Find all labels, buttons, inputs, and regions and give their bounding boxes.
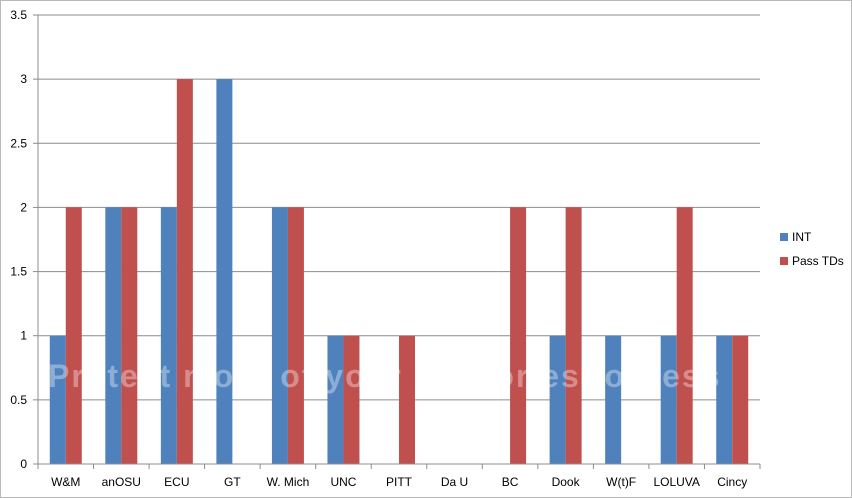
y-tick-label: 1 [20, 329, 27, 343]
x-tick-label: BC [502, 475, 519, 489]
y-tick-label: 2 [20, 200, 27, 214]
x-tick-label: W. Mich [267, 475, 310, 489]
bar-pass-tds [676, 207, 693, 464]
y-tick-label: 0.5 [10, 393, 27, 407]
x-tick-label: Cincy [717, 475, 747, 489]
legend-label: Pass TDs [792, 254, 844, 268]
bar-int [660, 335, 677, 464]
gridlines [33, 14, 760, 465]
bar-pass-tds [510, 207, 527, 464]
bar-int [327, 335, 344, 464]
x-tick-label: LOLUVA [653, 475, 699, 489]
y-tick-label: 3.5 [10, 8, 27, 22]
y-tick-label: 0 [20, 457, 27, 471]
legend-label: INT [792, 230, 812, 244]
x-tick-label: W(t)F [606, 475, 636, 489]
y-axis-labels: 0 0.5 1 1.5 2 2.5 3 3.5 [10, 8, 27, 471]
bar-int [216, 79, 233, 465]
bar-pass-tds [176, 79, 193, 465]
bar-int [716, 335, 733, 464]
x-tick-label: Da U [441, 475, 468, 489]
x-tick-label: UNC [330, 475, 356, 489]
x-tick-label: ECU [164, 475, 189, 489]
x-tick-label: anOSU [102, 475, 141, 489]
legend: INT Pass TDs [780, 230, 844, 268]
bar-pass-tds [121, 207, 138, 464]
bar-int [105, 207, 122, 464]
bar-int [605, 335, 622, 464]
watermark-text: Protect more of your memories for less [48, 358, 722, 394]
bar-pass-tds [343, 335, 360, 464]
bar-pass-tds [565, 207, 582, 464]
x-tick-label: W&M [51, 475, 80, 489]
legend-swatch [780, 233, 788, 241]
bars [49, 79, 749, 465]
bar-int [160, 207, 177, 464]
x-tick-label: Dook [552, 475, 581, 489]
bar-pass-tds [65, 207, 82, 464]
y-tick-label: 2.5 [10, 136, 27, 150]
bar-int [271, 207, 288, 464]
bar-int [549, 335, 566, 464]
bar-pass-tds [399, 335, 415, 464]
bar-pass-tds [287, 207, 304, 464]
bar-pass-tds [732, 335, 749, 464]
y-tick-label: 1.5 [10, 265, 27, 279]
x-axis-labels: W&M anOSU ECU GT W. Mich UNC PITT Da U BC Dook W(t… [51, 475, 747, 489]
axes [37, 15, 761, 469]
x-tick-label: PITT [386, 475, 413, 489]
bar-int [49, 335, 66, 464]
x-tick-label: GT [224, 475, 241, 489]
legend-swatch [780, 257, 788, 265]
y-tick-label: 3 [20, 72, 27, 86]
